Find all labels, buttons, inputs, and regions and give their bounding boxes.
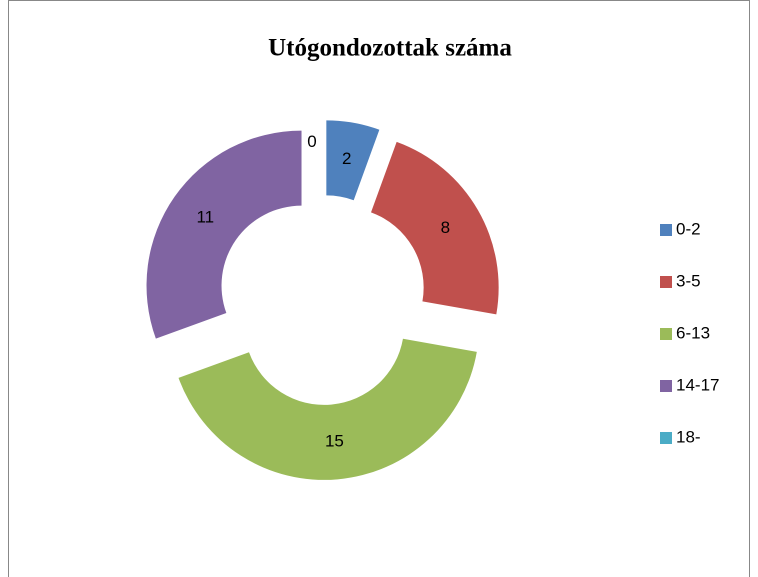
donut-slice [371,141,499,315]
legend-swatch [660,432,672,444]
legend-label: 6-13 [676,323,710,342]
data-label: 0 [307,132,316,151]
legend-swatch [660,380,672,392]
legend-swatch [660,224,672,236]
data-label: 15 [325,431,344,450]
donut-slice [326,120,380,201]
legend-label: 14-17 [676,375,719,394]
legend-swatch [660,276,672,288]
data-label: 11 [196,208,214,227]
legend-label: 3-5 [676,271,701,290]
legend-label: 0-2 [676,219,701,238]
donut-slice [146,130,302,339]
legend-label: 18- [676,427,701,446]
data-label: 2 [342,149,351,168]
legend-swatch [660,328,672,340]
data-label: 8 [441,218,450,237]
chart-frame [8,0,750,577]
donut-slice [178,338,477,480]
chart-title: Utógondozottak száma [268,35,512,62]
